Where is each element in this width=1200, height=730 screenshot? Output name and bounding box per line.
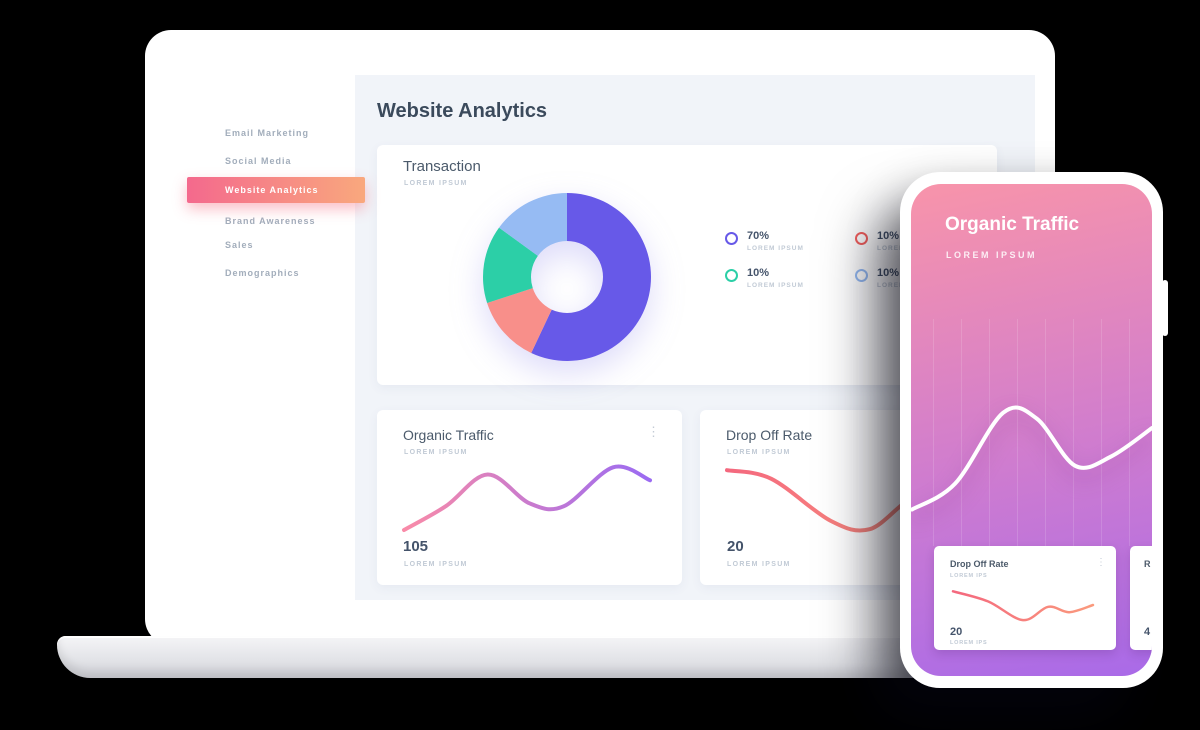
gridline xyxy=(1101,319,1102,546)
phone-side-button xyxy=(1162,280,1168,336)
card-subtitle: LOREM IPSUM xyxy=(404,449,468,456)
donut-chart xyxy=(483,193,651,361)
card-title: R xyxy=(1144,559,1151,569)
organic-line-chart xyxy=(402,464,652,532)
page-title: Website Analytics xyxy=(377,100,548,122)
phone-drop-chart xyxy=(951,590,1095,622)
metric-label: LOREM IPSUM xyxy=(404,561,468,568)
card-title: Organic Traffic xyxy=(403,427,494,443)
more-options-icon[interactable]: ⋮ xyxy=(1096,557,1106,568)
gridline xyxy=(1073,319,1074,546)
card-title: Drop Off Rate xyxy=(950,559,1009,569)
sidebar-item-email-marketing[interactable]: Email Marketing xyxy=(225,128,310,138)
legend-percent: 10% xyxy=(877,230,900,242)
sidebar-item-label: Website Analytics xyxy=(225,185,319,195)
gridline xyxy=(1129,319,1130,546)
legend-label: LOREM IPSUM xyxy=(747,282,804,289)
metric-value: 20 xyxy=(727,538,744,555)
phone-subtitle: LOREM IPSUM xyxy=(946,250,1038,260)
phone-drop-card: Drop Off Rate LOREM IPS ⋮ 20 LOREM IPS xyxy=(934,546,1116,650)
legend-label: LOREM IPSUM xyxy=(747,245,804,252)
more-options-icon[interactable]: ⋮ xyxy=(647,424,660,439)
transaction-card: Transaction LOREM IPSUM 70% LOREM IPSUM … xyxy=(377,145,997,385)
sidebar-item-website-analytics[interactable]: Website Analytics xyxy=(187,177,365,203)
legend-percent: 10% xyxy=(877,267,900,279)
gridline xyxy=(933,319,934,546)
sidebar-item-brand-awareness[interactable]: Brand Awareness xyxy=(225,216,316,226)
sidebar-item-sales[interactable]: Sales xyxy=(225,240,254,250)
phone-title: Organic Traffic xyxy=(945,214,1080,235)
gridline xyxy=(961,319,962,546)
legend-dot-icon xyxy=(725,269,738,282)
legend-percent: 10% xyxy=(747,267,770,279)
card-subtitle: LOREM IPS xyxy=(950,573,988,579)
card-title: Transaction xyxy=(403,158,481,175)
metric-value: 4 xyxy=(1144,626,1151,638)
sidebar-item-demographics[interactable]: Demographics xyxy=(225,268,300,278)
card-subtitle: LOREM IPSUM xyxy=(727,449,791,456)
gridline xyxy=(1017,319,1018,546)
legend-dot-icon xyxy=(855,269,868,282)
legend-dot-icon xyxy=(725,232,738,245)
gridline xyxy=(1045,319,1046,546)
card-subtitle: LOREM IPSUM xyxy=(404,180,468,187)
card-title: Drop Off Rate xyxy=(726,427,813,443)
legend-item: 70% LOREM IPSUM xyxy=(725,230,804,252)
metric-label: LOREM IPS xyxy=(950,640,988,646)
phone: Organic Traffic LOREM IPSUM Drop Off Rat… xyxy=(900,172,1168,688)
legend-item: 10% LOREM IPSUM xyxy=(725,267,804,289)
legend-dot-icon xyxy=(855,232,868,245)
phone-screen: Organic Traffic LOREM IPSUM Drop Off Rat… xyxy=(911,184,1152,676)
phone-line-chart xyxy=(911,405,1152,512)
organic-traffic-card: Organic Traffic LOREM IPSUM ⋮ 105 LOREM … xyxy=(377,410,682,585)
sidebar-item-social-media[interactable]: Social Media xyxy=(225,156,292,166)
metric-value: 20 xyxy=(950,626,963,638)
phone-partial-card: R 4 xyxy=(1130,546,1152,650)
metric-label: LOREM IPSUM xyxy=(727,561,791,568)
legend-percent: 70% xyxy=(747,230,770,242)
metric-value: 105 xyxy=(403,538,429,555)
